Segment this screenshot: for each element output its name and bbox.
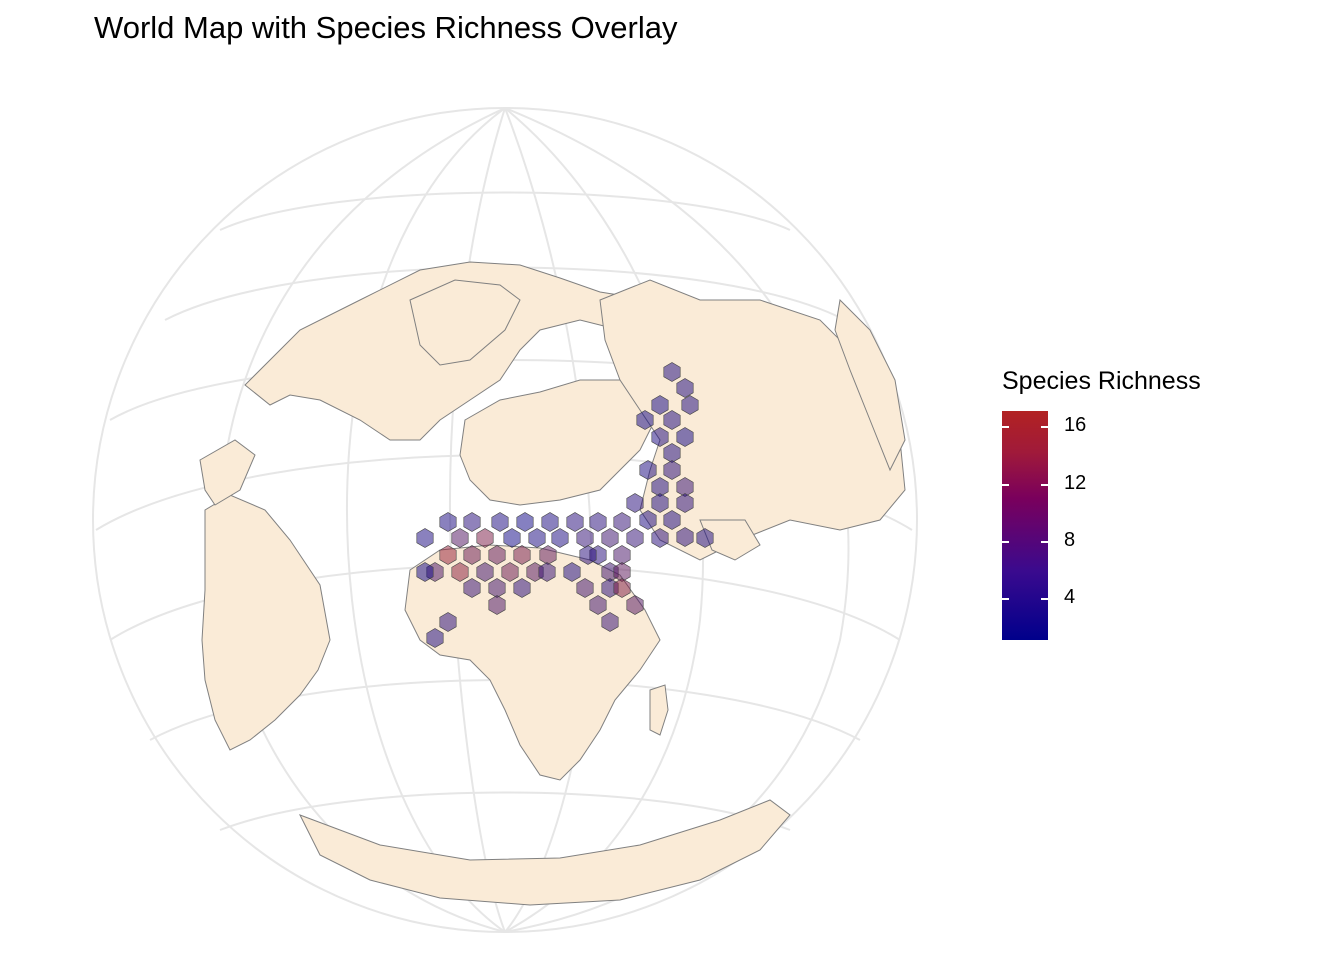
richness-hex-arctic-russia xyxy=(663,362,681,382)
richness-hex-sahel xyxy=(513,578,531,598)
antarctica xyxy=(298,799,791,906)
richness-hex-central-asia xyxy=(663,460,681,480)
richness-hex-north-africa xyxy=(488,545,506,565)
richness-hex-central-asia xyxy=(676,477,694,497)
richness-hex-mediterranean xyxy=(503,528,521,548)
richness-hex-middle-east xyxy=(613,545,631,565)
richness-hex-sahel xyxy=(488,595,506,615)
richness-hex-mediterranean xyxy=(439,512,457,532)
legend-tick-4 xyxy=(1002,598,1048,600)
richness-hex-arctic-russia xyxy=(676,427,694,447)
legend-title: Species Richness xyxy=(1002,367,1201,395)
richness-hex-mediterranean xyxy=(579,545,597,565)
richness-hex-central-asia xyxy=(651,493,669,513)
richness-hex-arctic-russia xyxy=(676,378,694,398)
richness-hex-arctic-russia xyxy=(651,395,669,415)
madagascar xyxy=(649,684,669,736)
south-america xyxy=(201,494,331,751)
richness-hex-arctic-russia xyxy=(663,410,681,430)
richness-hex-middle-east xyxy=(576,528,594,548)
richness-hex-sahel xyxy=(576,578,594,598)
richness-hex-arctic-russia xyxy=(681,395,699,415)
richness-hex-horn-of-africa xyxy=(626,595,644,615)
richness-hex-north-africa xyxy=(463,545,481,565)
richness-hex-middle-east xyxy=(651,528,669,548)
richness-hex-mediterranean xyxy=(528,528,546,548)
richness-hex-horn-of-africa xyxy=(613,578,631,598)
richness-hex-central-asia xyxy=(676,493,694,513)
legend-label-12: 12 xyxy=(1064,472,1087,494)
richness-hex-sahel xyxy=(463,578,481,598)
richness-hex-mediterranean xyxy=(696,528,714,548)
richness-hex-horn-of-africa xyxy=(613,562,631,582)
richness-hex-central-asia xyxy=(639,460,657,480)
richness-hex-arctic-russia xyxy=(636,410,654,430)
richness-hex-horn-of-africa xyxy=(589,595,607,615)
richness-hex-west-africa xyxy=(416,562,434,582)
richness-hex-sahel xyxy=(488,578,506,598)
europe xyxy=(459,379,656,506)
richness-hex-north-africa xyxy=(451,528,469,548)
richness-hex-middle-east xyxy=(601,528,619,548)
richness-hex-arctic-russia xyxy=(651,427,669,447)
richness-hex-west-africa xyxy=(416,528,434,548)
richness-hex-central-asia xyxy=(626,493,644,513)
richness-hex-central-asia xyxy=(663,510,681,530)
richness-hex-mediterranean xyxy=(491,512,509,532)
richness-hex-mediterranean xyxy=(463,512,481,532)
richness-hexagons xyxy=(416,362,714,648)
richness-hex-sahel xyxy=(563,562,581,582)
india xyxy=(699,519,761,561)
richness-hex-west-africa xyxy=(439,612,457,632)
greenland xyxy=(409,279,521,366)
richness-hex-mediterranean xyxy=(566,512,584,532)
chart-title: World Map with Species Richness Overlay xyxy=(94,10,678,45)
legend: Species Richness 16 12 8 4 xyxy=(1002,367,1201,640)
richness-hex-central-asia xyxy=(676,527,694,547)
richness-hex-north-africa xyxy=(539,545,557,565)
richness-hex-middle-east xyxy=(626,528,644,548)
richness-hex-north-africa xyxy=(439,545,457,565)
richness-hex-north-africa xyxy=(513,545,531,565)
richness-hex-north-africa xyxy=(476,528,494,548)
richness-hex-north-africa xyxy=(451,562,469,582)
richness-hex-arctic-russia xyxy=(663,443,681,463)
legend-label-4: 4 xyxy=(1064,586,1076,608)
east-asia-coast xyxy=(834,298,906,472)
richness-hex-horn-of-africa xyxy=(601,612,619,632)
richness-hex-middle-east xyxy=(589,512,607,532)
central-america xyxy=(199,439,256,506)
legend-tick-8 xyxy=(1002,541,1048,543)
legend-color-bar xyxy=(1002,411,1048,640)
richness-hex-central-asia xyxy=(639,510,657,530)
legend-tick-16 xyxy=(1002,426,1048,428)
richness-hex-north-africa xyxy=(501,562,519,582)
legend-label-8: 8 xyxy=(1064,529,1076,551)
richness-hex-sahel xyxy=(538,562,556,582)
richness-hex-north-africa xyxy=(476,562,494,582)
richness-hex-central-asia xyxy=(651,477,669,497)
legend-tick-12 xyxy=(1002,484,1048,486)
richness-hex-mediterranean xyxy=(541,512,559,532)
richness-hex-middle-east xyxy=(613,512,631,532)
richness-hex-west-africa xyxy=(426,628,444,648)
legend-label-16: 16 xyxy=(1064,414,1087,436)
richness-hex-mediterranean xyxy=(516,512,534,532)
richness-hex-mediterranean xyxy=(551,528,569,548)
